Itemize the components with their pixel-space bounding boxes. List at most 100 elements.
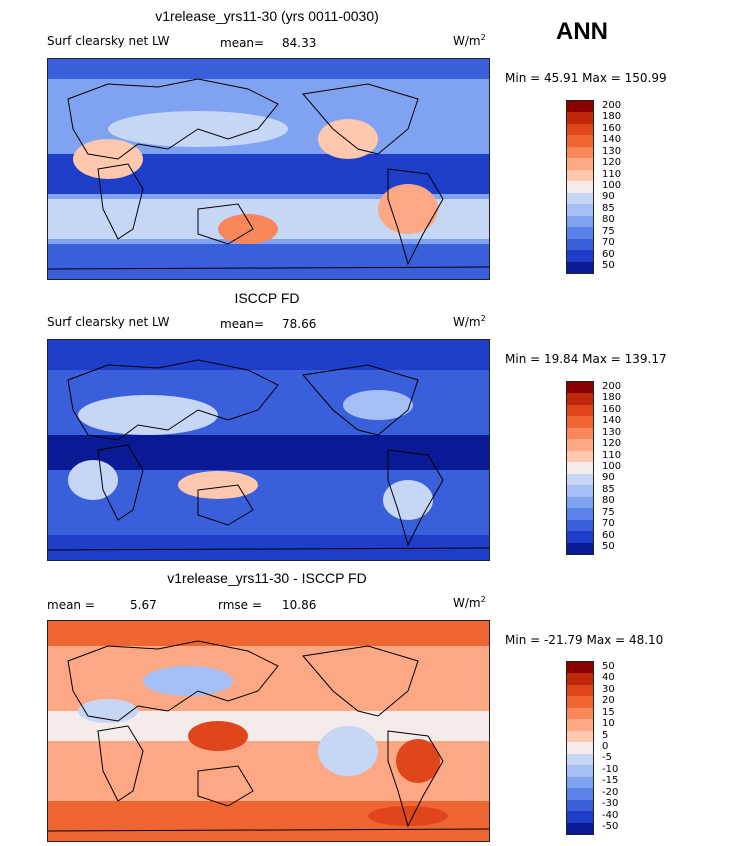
colorbar-swatch — [567, 788, 593, 800]
panel1-variable-label: Surf clearsky net LW — [47, 34, 170, 48]
colorbar-tick-label: 120 — [602, 438, 622, 450]
panel3-mean-label: mean = — [47, 598, 95, 612]
colorbar-tick-label: 160 — [602, 122, 622, 134]
colorbar-tick-label: 0 — [602, 741, 609, 752]
colorbar-tick-label: 50 — [602, 660, 615, 672]
colorbar-tick-label: 5 — [602, 729, 609, 741]
colorbar-tick-label: 40 — [602, 672, 615, 684]
panel1-map — [47, 58, 490, 280]
colorbar-tick-label: 75 — [602, 506, 615, 518]
colorbar-swatch — [567, 776, 593, 789]
colorbar-tick-label: 50 — [602, 260, 615, 272]
colorbar-swatch — [567, 393, 593, 405]
panel2-map — [47, 339, 490, 561]
colorbar-swatch — [567, 427, 593, 440]
colorbar-tick-label: 90 — [602, 191, 615, 203]
colorbar-tick-label: 110 — [602, 449, 622, 461]
colorbar-tick-label: -40 — [602, 809, 619, 821]
colorbar-swatch — [567, 135, 593, 147]
colorbar-tick-label: 80 — [602, 495, 615, 507]
colorbar-tick-label: 140 — [602, 415, 622, 427]
panel2-units: W/m2 — [453, 314, 486, 329]
panel3-title: v1release_yrs11-30 - ISCCP FD — [167, 570, 367, 586]
colorbar-tick-label: 110 — [602, 168, 622, 180]
panel3-rmse-label: rmse = — [218, 598, 262, 612]
colorbar-tick-label: 120 — [602, 157, 622, 169]
panel2-mean-label: mean= — [220, 317, 265, 331]
colorbar-swatch — [567, 753, 593, 766]
colorbar-swatch — [567, 261, 593, 274]
colorbar-swatch — [567, 101, 593, 113]
panel1-colorbar — [566, 100, 594, 274]
colorbar-tick-label: 30 — [602, 683, 615, 695]
panel3-rmse-value: 10.86 — [282, 598, 317, 612]
colorbar-swatch — [567, 519, 593, 532]
colorbar-swatch — [567, 204, 593, 216]
colorbar-tick-label: 130 — [602, 426, 622, 438]
colorbar-swatch — [567, 123, 593, 136]
colorbar-swatch — [567, 169, 593, 182]
colorbar-tick-label: 200 — [602, 99, 622, 111]
colorbar-swatch — [567, 192, 593, 205]
colorbar-tick-label: 10 — [602, 718, 615, 730]
colorbar-tick-label: 100 — [602, 180, 622, 191]
season-label: ANN — [556, 18, 608, 45]
colorbar-tick-label: 180 — [602, 392, 622, 404]
panel2-colorbar — [566, 381, 594, 555]
panel2-mean-value: 78.66 — [282, 317, 317, 331]
colorbar-tick-label: 75 — [602, 225, 615, 237]
colorbar-swatch — [567, 181, 593, 193]
colorbar-swatch — [567, 158, 593, 170]
colorbar-swatch — [567, 450, 593, 463]
panel1-minmax: Min = 45.91 Max = 150.99 — [505, 71, 667, 85]
panel3-units: W/m2 — [453, 595, 486, 610]
panel3-minmax: Min = -21.79 Max = 48.10 — [505, 633, 664, 647]
colorbar-swatch — [567, 765, 593, 777]
colorbar-tick-label: 20 — [602, 695, 615, 707]
colorbar-swatch — [567, 542, 593, 555]
colorbar-swatch — [567, 662, 593, 674]
colorbar-swatch — [567, 531, 593, 543]
colorbar-swatch — [567, 496, 593, 509]
colorbar-tick-label: 160 — [602, 403, 622, 415]
colorbar-swatch — [567, 473, 593, 486]
colorbar-swatch — [567, 404, 593, 417]
panel1-mean-label: mean= — [220, 36, 265, 50]
panel1-title: v1release_yrs11-30 (yrs 0011-0030) — [155, 8, 379, 24]
colorbar-tick-label: -15 — [602, 775, 619, 787]
colorbar-tick-label: -20 — [602, 786, 619, 798]
colorbar-swatch — [567, 811, 593, 823]
panel3-map — [47, 620, 490, 842]
colorbar-swatch — [567, 112, 593, 124]
colorbar-tick-label: 140 — [602, 134, 622, 146]
panel1-units: W/m2 — [453, 33, 486, 48]
panel1-mean-value: 84.33 — [282, 36, 317, 50]
colorbar-swatch — [567, 508, 593, 520]
colorbar-swatch — [567, 730, 593, 743]
panel3-colorbar — [566, 661, 594, 835]
colorbar-tick-label: 60 — [602, 529, 615, 541]
colorbar-swatch — [567, 719, 593, 731]
panel3-mean-value: 5.67 — [130, 598, 157, 612]
colorbar-tick-label: 100 — [602, 461, 622, 472]
colorbar-tick-label: 130 — [602, 145, 622, 157]
colorbar-swatch — [567, 439, 593, 451]
colorbar-swatch — [567, 462, 593, 474]
colorbar-swatch — [567, 382, 593, 394]
colorbar-swatch — [567, 684, 593, 697]
colorbar-tick-label: -50 — [602, 821, 619, 833]
colorbar-tick-label: -5 — [602, 752, 612, 764]
colorbar-swatch — [567, 227, 593, 239]
colorbar-swatch — [567, 822, 593, 835]
colorbar-swatch — [567, 742, 593, 754]
colorbar-tick-label: -10 — [602, 763, 619, 775]
colorbar-tick-label: 80 — [602, 214, 615, 226]
colorbar-swatch — [567, 416, 593, 428]
colorbar-tick-label: 85 — [602, 202, 615, 214]
colorbar-swatch — [567, 238, 593, 251]
colorbar-tick-label: 200 — [602, 380, 622, 392]
colorbar-swatch — [567, 673, 593, 685]
colorbar-swatch — [567, 707, 593, 720]
colorbar-swatch — [567, 799, 593, 812]
colorbar-tick-label: 85 — [602, 483, 615, 495]
